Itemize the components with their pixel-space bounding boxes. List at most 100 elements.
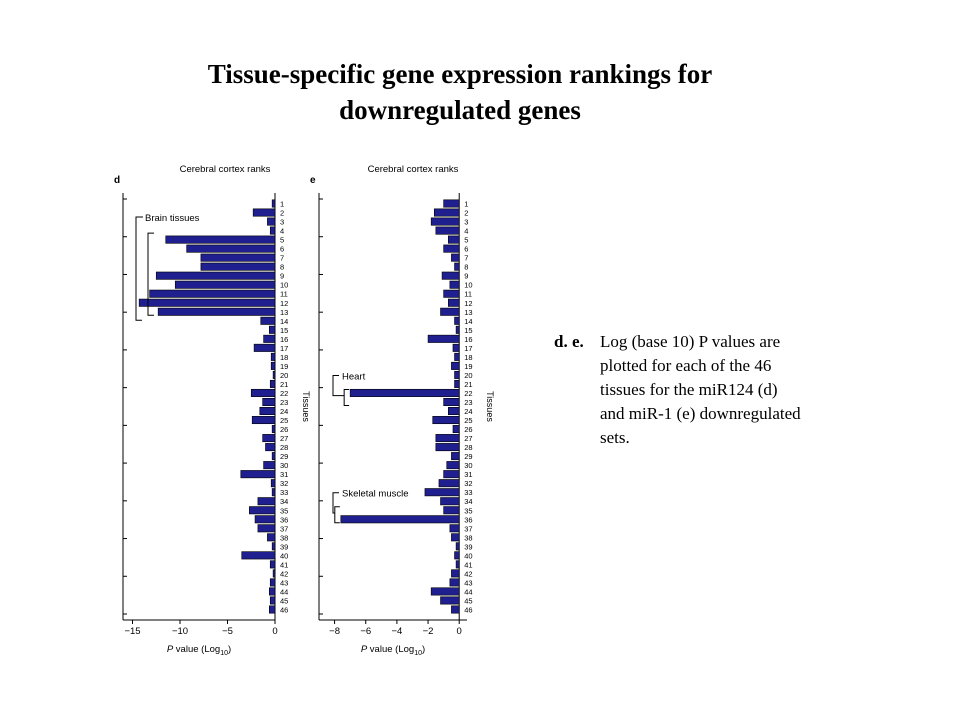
bar bbox=[259, 407, 276, 416]
bar bbox=[270, 479, 276, 488]
bar bbox=[252, 208, 276, 217]
bar bbox=[155, 271, 276, 280]
bar bbox=[443, 470, 460, 479]
x-tick-label: −2 bbox=[423, 626, 434, 637]
tissue-rank-label: 11 bbox=[464, 290, 472, 299]
tissue-rank-label: 24 bbox=[464, 407, 472, 416]
tissue-rank-label: 30 bbox=[464, 461, 472, 470]
bar bbox=[455, 542, 460, 551]
bar bbox=[272, 569, 276, 578]
tissue-rank-label: 18 bbox=[464, 353, 472, 362]
caption-prefix: d. e. bbox=[554, 332, 584, 351]
bar bbox=[451, 605, 460, 614]
tissue-rank-label: 42 bbox=[464, 569, 472, 578]
chart-title: Cerebral cortex ranks bbox=[368, 164, 459, 175]
bar bbox=[262, 397, 276, 406]
tissue-rank-label: 45 bbox=[464, 596, 472, 605]
tissue-rank-label: 31 bbox=[280, 470, 288, 479]
bar bbox=[268, 605, 276, 614]
bar bbox=[438, 479, 460, 488]
bar bbox=[451, 569, 460, 578]
tissue-rank-label: 39 bbox=[280, 542, 288, 551]
bar bbox=[254, 515, 276, 524]
tissue-rank-label: 40 bbox=[280, 551, 288, 560]
bar bbox=[448, 407, 460, 416]
bar bbox=[432, 416, 460, 425]
tissue-rank-label: 22 bbox=[464, 389, 472, 398]
tissue-rank-label: 21 bbox=[464, 380, 472, 389]
bar bbox=[200, 262, 276, 271]
bar bbox=[454, 551, 460, 560]
tissue-rank-label: 20 bbox=[280, 371, 288, 380]
bar bbox=[443, 199, 460, 208]
bar bbox=[449, 280, 460, 289]
bar bbox=[271, 425, 276, 434]
bar bbox=[430, 587, 460, 596]
tissue-rank-label: 27 bbox=[464, 434, 472, 443]
x-tick-label: 0 bbox=[272, 626, 277, 637]
bar bbox=[440, 596, 460, 605]
bar bbox=[149, 289, 276, 298]
bar bbox=[349, 388, 460, 397]
panel-label: d bbox=[114, 175, 120, 186]
x-tick-label: −5 bbox=[222, 626, 233, 637]
tissue-rank-label: 24 bbox=[280, 407, 288, 416]
bar bbox=[435, 443, 460, 452]
tissue-rank-label: 28 bbox=[280, 443, 288, 452]
tissue-rank-label: 16 bbox=[464, 335, 472, 344]
tissue-rank-label: 4 bbox=[464, 227, 468, 236]
bar bbox=[262, 434, 276, 443]
bar bbox=[138, 298, 276, 307]
bar bbox=[265, 443, 276, 452]
bar bbox=[435, 434, 460, 443]
bar bbox=[272, 370, 276, 379]
tissue-rank-label: 14 bbox=[280, 317, 288, 326]
tissue-rank-label: 18 bbox=[280, 353, 288, 362]
bar bbox=[449, 524, 460, 533]
bar bbox=[440, 307, 460, 316]
tissue-rank-label: 13 bbox=[280, 308, 288, 317]
bar bbox=[451, 253, 460, 262]
panel-label: e bbox=[310, 175, 316, 186]
tissue-rank-label: 22 bbox=[280, 389, 288, 398]
x-tick-label: −8 bbox=[329, 626, 340, 637]
annotation-bracket bbox=[135, 216, 143, 321]
bar bbox=[440, 497, 460, 506]
bar bbox=[263, 461, 276, 470]
tissue-rank-label: 14 bbox=[464, 317, 472, 326]
tissue-rank-label: 19 bbox=[464, 362, 472, 371]
tissue-rank-label: 34 bbox=[464, 497, 472, 506]
tissue-rank-label: 32 bbox=[280, 479, 288, 488]
tissue-rank-label: 46 bbox=[464, 605, 472, 614]
tissue-rank-label: 29 bbox=[280, 452, 288, 461]
chart-title: Cerebral cortex ranks bbox=[180, 164, 271, 175]
bar bbox=[270, 352, 276, 361]
slide-title-line-1: Tissue-specific gene expression rankings… bbox=[207, 59, 713, 89]
bar bbox=[268, 587, 276, 596]
tissue-rank-label: 3 bbox=[464, 218, 468, 227]
bar bbox=[435, 226, 460, 235]
bar bbox=[257, 524, 276, 533]
tissue-rank-label: 12 bbox=[464, 299, 472, 308]
tissue-rank-label: 25 bbox=[280, 416, 288, 425]
tissue-rank-label: 37 bbox=[464, 524, 472, 533]
bar bbox=[271, 452, 276, 461]
x-tick-label: −4 bbox=[391, 626, 402, 637]
tissue-rank-label: 43 bbox=[280, 578, 288, 587]
tissue-rank-label: 45 bbox=[280, 596, 288, 605]
bar bbox=[446, 461, 460, 470]
caption-line: sets. bbox=[600, 428, 630, 447]
annotation-label: Skeletal muscle bbox=[342, 489, 409, 500]
tissue-rank-label: 4 bbox=[280, 227, 284, 236]
bar bbox=[443, 289, 460, 298]
bar bbox=[157, 307, 276, 316]
bar bbox=[269, 578, 276, 587]
x-tick-label: 0 bbox=[457, 626, 462, 637]
bar bbox=[269, 596, 276, 605]
bar bbox=[268, 325, 276, 334]
bar bbox=[454, 316, 460, 325]
bar bbox=[448, 298, 460, 307]
tissue-rank-label: 44 bbox=[280, 587, 288, 596]
tissue-rank-label: 6 bbox=[464, 245, 468, 254]
tissue-rank-label: 27 bbox=[280, 434, 288, 443]
